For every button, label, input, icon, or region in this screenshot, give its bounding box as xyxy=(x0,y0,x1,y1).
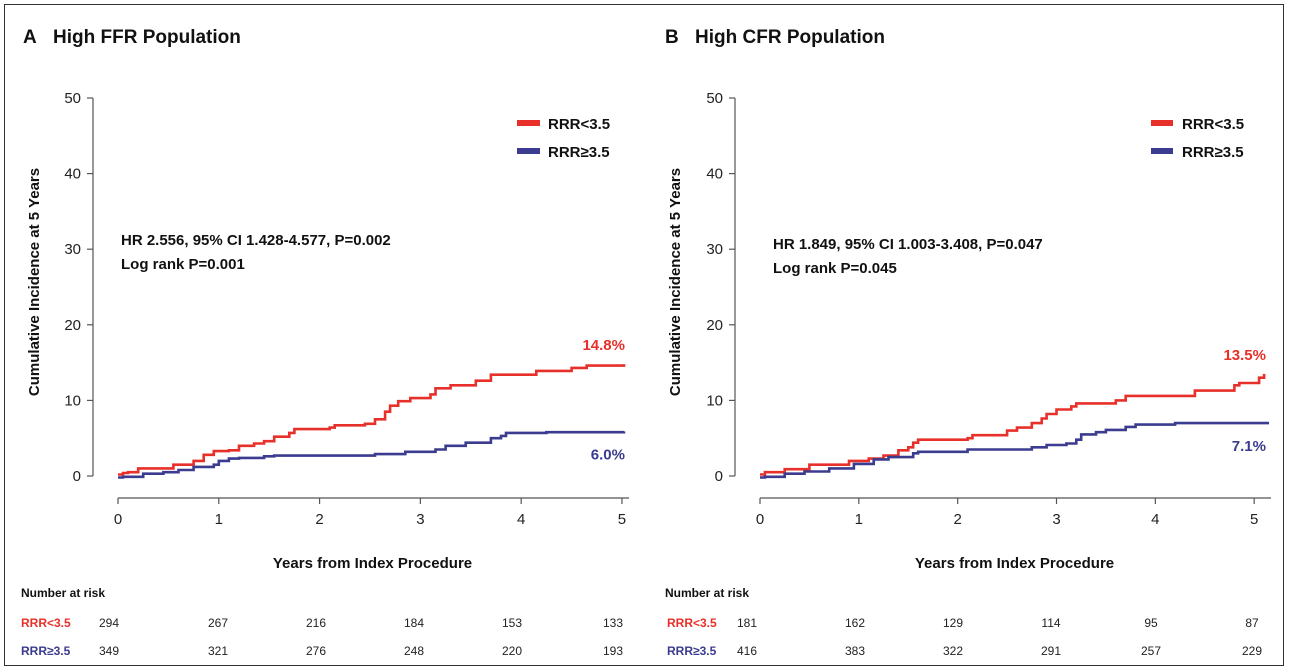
panel-b-risk-value: 383 xyxy=(845,644,865,658)
panel-b-risk-value: 95 xyxy=(1144,616,1158,630)
panel-b-risk-value: 129 xyxy=(943,616,963,630)
panel-b-x-tick-label: 2 xyxy=(953,511,961,528)
panel-a-risk-table-header: Number at risk xyxy=(21,586,105,600)
panel-a-risk-value: 216 xyxy=(306,616,326,630)
panel-a-legend-label-1: RRR≥3.5 xyxy=(548,144,610,161)
panel-b-risk-value: 181 xyxy=(737,616,757,630)
panel-b-stat-logrank: Log rank P=0.045 xyxy=(773,260,897,277)
panel-a-y-tick-label: 50 xyxy=(64,90,81,107)
panel-b-y-tick-label: 10 xyxy=(706,392,723,409)
panel-a-risk-value: 220 xyxy=(502,644,522,658)
panel-b-risk-value: 416 xyxy=(737,644,757,658)
panel-a-risk-row-label-0: RRR<3.5 xyxy=(21,616,71,630)
panel-b-y-tick-label: 30 xyxy=(706,241,723,258)
panel-a-legend-label-0: RRR<3.5 xyxy=(548,116,610,133)
panel-a-x-tick-label: 1 xyxy=(215,511,223,528)
panel-b-legend-label-1: RRR≥3.5 xyxy=(1182,144,1244,161)
panel-b-series-line-0 xyxy=(760,373,1266,476)
panel-a-y-tick-label: 40 xyxy=(64,166,81,183)
panel-b-risk-value: 162 xyxy=(845,616,865,630)
panel-a-risk-value: 193 xyxy=(603,644,623,658)
panel-a-risk-value: 321 xyxy=(208,644,228,658)
panel-b-risk-table-header: Number at risk xyxy=(665,586,749,600)
panel-b-risk-value: 291 xyxy=(1041,644,1061,658)
panel-b-end-label-0: 13.5% xyxy=(1223,347,1266,364)
panel-b-stat-hr: HR 1.849, 95% CI 1.003-3.408, P=0.047 xyxy=(773,236,1043,253)
panel-b-risk-value: 229 xyxy=(1242,644,1262,658)
panel-b-letter: B xyxy=(665,27,679,48)
panel-b-x-tick-label: 5 xyxy=(1250,511,1258,528)
panel-a-x-axis-label: Years from Index Procedure xyxy=(273,555,472,572)
panel-b-x-tick-label: 0 xyxy=(756,511,764,528)
panel-a-x-tick-label: 5 xyxy=(618,511,626,528)
panel-b-y-tick-label: 0 xyxy=(715,468,723,485)
panel-a-y-axis-label: Cumulative Incidence at 5 Years xyxy=(26,168,43,396)
panel-b-risk-row-label-0: RRR<3.5 xyxy=(667,616,717,630)
panel-a-stat-logrank: Log rank P=0.001 xyxy=(121,256,245,273)
panel-b-y-tick-label: 40 xyxy=(706,166,723,183)
panel-a-series-line-1 xyxy=(118,430,626,479)
panel-b-legend-label-0: RRR<3.5 xyxy=(1182,116,1244,133)
panel-b-risk-row-label-1: RRR≥3.5 xyxy=(667,644,717,658)
panel-b-x-tick-label: 3 xyxy=(1052,511,1060,528)
figure-frame: A High FFR Population 0 10 20 30 40 50 0 1 2 3 4 5 Yea… xyxy=(4,4,1284,666)
panel-a-risk-value: 184 xyxy=(404,616,424,630)
panel-b-title: High CFR Population xyxy=(695,27,885,48)
panel-b-risk-value: 322 xyxy=(943,644,963,658)
panel-a-risk-value: 267 xyxy=(208,616,228,630)
panel-b-end-label-1: 7.1% xyxy=(1232,438,1266,455)
panel-b-x-tick-label: 4 xyxy=(1151,511,1159,528)
panel-b-x-tick-label: 1 xyxy=(855,511,863,528)
panel-b-y-tick-label: 50 xyxy=(706,90,723,107)
panel-a-x-tick-label: 2 xyxy=(315,511,323,528)
panel-a-x-tick-label: 3 xyxy=(416,511,424,528)
panel-a-risk-value: 133 xyxy=(603,616,623,630)
panel-a-risk-value: 294 xyxy=(99,616,119,630)
panel-a-end-label-0: 14.8% xyxy=(582,337,625,354)
panel-a-series-line-0 xyxy=(118,364,626,476)
panel-a-risk-value: 153 xyxy=(502,616,522,630)
panel-a-stat-hr: HR 2.556, 95% CI 1.428-4.577, P=0.002 xyxy=(121,232,391,249)
panel-a-y-tick-label: 30 xyxy=(64,241,81,258)
panel-a-x-tick-label: 0 xyxy=(114,511,122,528)
panel-a-x-tick-label: 4 xyxy=(517,511,525,528)
panel-a-y-tick-label: 20 xyxy=(64,317,81,334)
panel-b-x-axis-label: Years from Index Procedure xyxy=(915,555,1114,572)
panel-a-y-tick-label: 0 xyxy=(73,468,81,485)
panel-b-series-line-1 xyxy=(760,421,1269,479)
panel-a-risk-value: 276 xyxy=(306,644,326,658)
panel-b-y-tick-label: 20 xyxy=(706,317,723,334)
panel-a-risk-row-label-1: RRR≥3.5 xyxy=(21,644,71,658)
panel-a-risk-value: 349 xyxy=(99,644,119,658)
panel-a-title: High FFR Population xyxy=(53,27,241,48)
panel-b-risk-value: 87 xyxy=(1245,616,1259,630)
panel-a-risk-value: 248 xyxy=(404,644,424,658)
panel-a-letter: A xyxy=(23,27,37,48)
panel-b-risk-value: 257 xyxy=(1141,644,1161,658)
panel-b-risk-value: 114 xyxy=(1041,616,1060,630)
panel-a-y-tick-label: 10 xyxy=(64,392,81,409)
panel-a-end-label-1: 6.0% xyxy=(591,446,625,463)
panel-b-y-axis-label: Cumulative Incidence at 5 Years xyxy=(667,168,684,396)
